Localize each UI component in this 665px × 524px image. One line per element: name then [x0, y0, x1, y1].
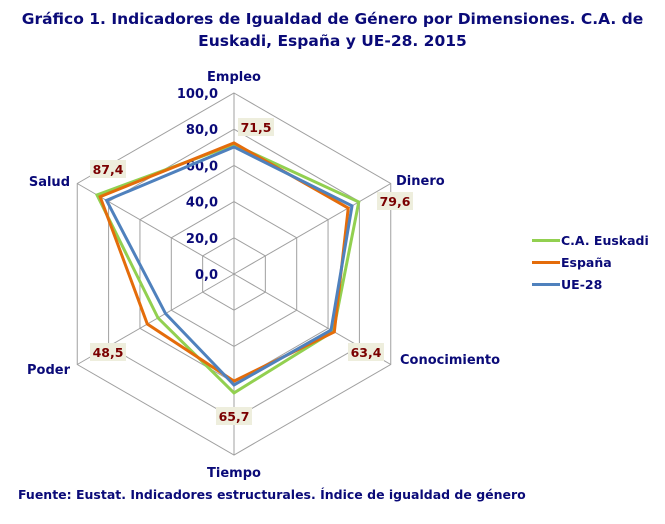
series-line	[94, 142, 361, 395]
category-label: Tiempo	[207, 466, 261, 481]
series-line	[98, 141, 350, 383]
category-label: Salud	[29, 175, 70, 190]
data-labels: 71,5 79,6 63,4 65,7 48,5 87,4	[90, 118, 413, 425]
category-label: Poder	[27, 363, 71, 378]
data-label: 79,6	[380, 194, 411, 209]
legend: C.A. Euskadi España UE-28	[532, 229, 649, 295]
radial-tick-label: 0,0	[195, 268, 218, 283]
data-label-bg	[238, 118, 274, 136]
data-label: 48,5	[93, 345, 124, 360]
legend-label-espana: España	[561, 254, 612, 270]
legend-item-espana: España	[532, 251, 649, 273]
radial-tick-label: 100,0	[177, 87, 218, 102]
data-label-bg	[90, 343, 126, 361]
legend-label-euskadi: C.A. Euskadi	[561, 232, 649, 248]
data-label: 87,4	[93, 162, 124, 177]
data-label: 71,5	[241, 120, 272, 135]
data-label-bg	[216, 407, 252, 425]
category-label: Dinero	[396, 174, 445, 189]
category-label: Empleo	[207, 70, 261, 85]
chart-title-line-2: Euskadi, España y UE-28. 2015	[198, 32, 467, 50]
radial-tick-label: 80,0	[186, 123, 218, 138]
legend-label-ue28: UE-28	[561, 276, 603, 292]
data-label-bg	[377, 192, 413, 210]
series-line	[104, 145, 354, 387]
legend-swatch-ue28	[532, 282, 560, 286]
radial-tick-label: 20,0	[186, 232, 218, 247]
chart-title-line-1: Gráfico 1. Indicadores de Igualdad de Gé…	[21, 10, 644, 28]
legend-swatch-euskadi	[532, 238, 560, 242]
radar-series	[94, 141, 361, 395]
grid-spoke	[233, 183, 392, 275]
data-label: 63,4	[351, 345, 382, 360]
source-note: Fuente: Eustat. Indicadores estructurale…	[18, 487, 526, 502]
grid-spoke	[76, 183, 235, 275]
legend-item-euskadi: C.A. Euskadi	[532, 229, 649, 251]
data-label-bg	[348, 343, 384, 361]
category-labels: Empleo Dinero Conocimiento Tiempo Poder Salud	[27, 70, 500, 481]
category-label: Conocimiento	[400, 353, 500, 368]
radial-tick-label: 40,0	[186, 196, 218, 211]
legend-item-ue28: UE-28	[532, 273, 649, 295]
data-label-bg	[90, 160, 126, 178]
chart-title: Gráfico 1. Indicadores de Igualdad de Gé…	[0, 8, 665, 52]
data-label: 65,7	[219, 409, 250, 424]
legend-swatch-espana	[532, 260, 560, 264]
